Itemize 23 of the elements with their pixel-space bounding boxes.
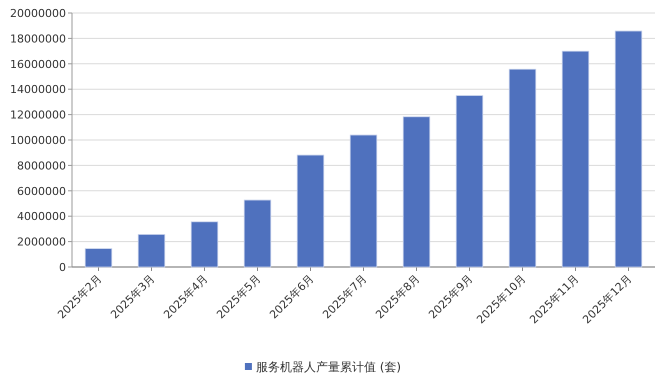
bar <box>190 221 218 268</box>
y-tick-label: 2000000 <box>17 236 66 249</box>
bar <box>138 234 166 268</box>
bar <box>614 30 642 268</box>
y-tick-label: 16000000 <box>10 58 66 71</box>
bar <box>402 116 430 268</box>
bar <box>562 50 590 268</box>
y-tick-label: 18000000 <box>10 32 66 46</box>
y-tick-label: 0 <box>59 261 66 274</box>
y-tick-label: 4000000 <box>17 210 66 224</box>
y-tick-label: 8000000 <box>17 159 66 172</box>
bar <box>296 154 324 268</box>
y-tick-label: 20000000 <box>10 7 66 20</box>
y-tick-label: 10000000 <box>10 134 66 147</box>
y-tick-label: 14000000 <box>10 83 66 96</box>
y-tick-label: 6000000 <box>17 184 66 198</box>
bar <box>456 95 484 268</box>
bar <box>244 200 272 268</box>
y-tick-label: 12000000 <box>10 108 66 122</box>
bar <box>84 248 112 268</box>
bar <box>508 68 536 268</box>
bar <box>350 134 378 268</box>
legend: 服务机器人产量累计值 (套) <box>244 360 402 374</box>
